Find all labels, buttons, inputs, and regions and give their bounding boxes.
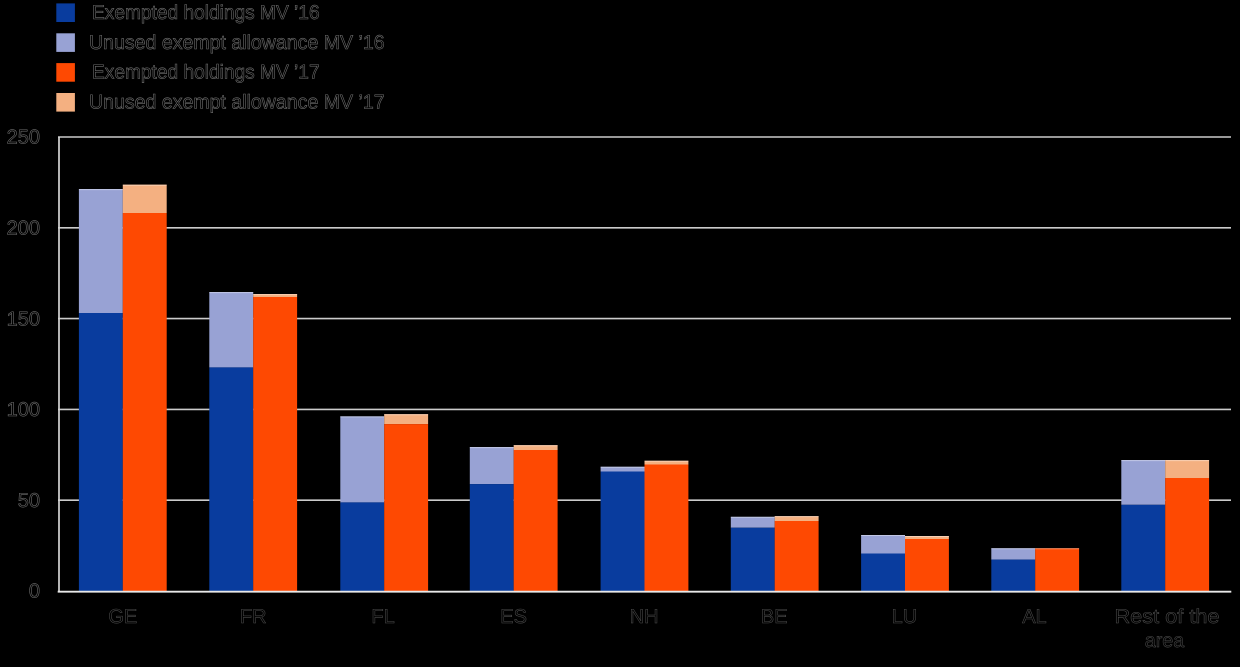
- svg-text:200: 200: [7, 218, 40, 240]
- svg-text:Exempted holdings MV ’16: Exempted holdings MV ’16: [92, 2, 320, 24]
- svg-text:100: 100: [7, 399, 40, 421]
- svg-text:area: area: [1145, 630, 1185, 652]
- svg-text:FR: FR: [240, 606, 267, 628]
- svg-text:Rest of the: Rest of the: [1115, 606, 1220, 628]
- svg-text:AL: AL: [1022, 606, 1046, 628]
- svg-text:FL: FL: [371, 606, 394, 628]
- svg-text:LU: LU: [892, 606, 918, 628]
- svg-text:Unused exempt allowance MV ’16: Unused exempt allowance MV ’16: [89, 32, 385, 54]
- svg-text:NH: NH: [630, 606, 659, 628]
- svg-text:150: 150: [7, 308, 40, 330]
- svg-text:250: 250: [7, 127, 40, 149]
- svg-text:Exempted holdings MV ’17: Exempted holdings MV ’17: [92, 62, 320, 84]
- svg-text:GE: GE: [108, 606, 137, 628]
- svg-text:BE: BE: [761, 606, 788, 628]
- svg-text:Unused exempt allowance MV ’17: Unused exempt allowance MV ’17: [89, 92, 385, 114]
- svg-text:0: 0: [29, 581, 40, 603]
- svg-text:ES: ES: [500, 606, 527, 628]
- svg-text:50: 50: [18, 490, 40, 512]
